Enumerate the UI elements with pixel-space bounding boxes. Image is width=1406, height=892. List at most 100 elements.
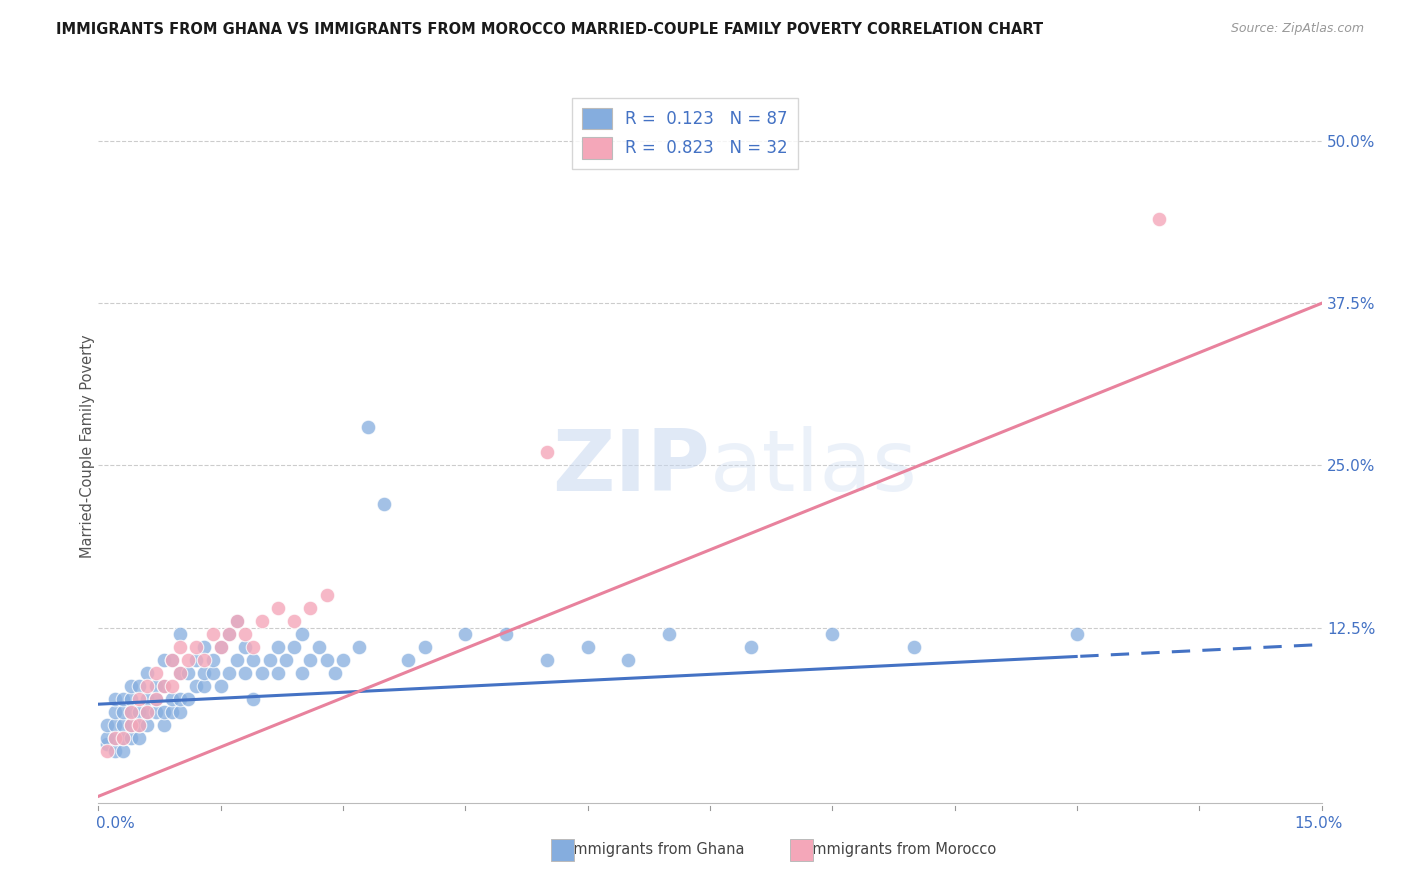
Point [152,679,174,693]
Point [104,731,127,745]
Text: Immigrants from Morocco: Immigrants from Morocco [808,842,997,856]
Point [315,653,337,667]
Point [349,640,371,654]
Point [267,640,290,654]
Point [96,738,118,752]
Point [1147,211,1170,226]
Point [120,692,142,706]
Point [128,718,150,732]
Point [177,653,200,667]
Point [145,692,167,706]
Point [250,666,273,681]
Point [128,705,150,719]
Point [209,640,232,654]
Point [96,744,118,758]
Point [193,653,215,667]
Point [160,653,183,667]
Point [136,679,159,693]
Point [209,679,232,693]
Point [152,679,174,693]
Point [111,731,134,745]
Text: Immigrants from Ghana: Immigrants from Ghana [569,842,745,856]
Point [145,679,167,693]
Point [1066,627,1088,641]
Point [218,627,240,641]
Point [373,497,395,511]
Point [218,666,240,681]
Point [299,653,322,667]
Point [250,614,273,628]
Point [136,718,159,732]
Point [177,692,200,706]
Point [160,653,183,667]
Point [413,640,436,654]
Point [145,666,167,681]
Point [201,653,224,667]
Point [104,744,127,758]
Point [136,692,159,706]
Point [495,627,517,641]
Point [152,653,174,667]
Point [111,744,134,758]
Point [242,653,264,667]
Point [226,614,249,628]
Point [120,705,142,719]
Point [242,640,264,654]
Point [136,666,159,681]
Point [658,627,681,641]
Text: atlas: atlas [710,425,918,509]
Point [536,445,558,459]
Point [617,653,640,667]
Text: IMMIGRANTS FROM GHANA VS IMMIGRANTS FROM MOROCCO MARRIED-COUPLE FAMILY POVERTY C: IMMIGRANTS FROM GHANA VS IMMIGRANTS FROM… [56,22,1043,37]
Point [903,640,925,654]
Point [169,640,191,654]
Point [315,588,337,602]
Point [233,640,256,654]
Point [226,653,249,667]
Point [169,692,191,706]
Text: Source: ZipAtlas.com: Source: ZipAtlas.com [1230,22,1364,36]
Text: 0.0%: 0.0% [96,816,135,831]
Point [111,718,134,732]
Point [128,731,150,745]
Point [201,666,224,681]
Point [128,679,150,693]
Point [96,718,118,732]
Point [136,705,159,719]
Point [186,640,208,654]
Point [120,731,142,745]
Point [145,705,167,719]
Point [233,627,256,641]
Point [283,614,305,628]
Point [291,627,314,641]
Point [267,601,290,615]
Point [283,640,305,654]
Point [120,718,142,732]
Point [233,666,256,681]
Point [186,653,208,667]
Point [152,718,174,732]
Text: 15.0%: 15.0% [1295,816,1343,831]
Point [111,731,134,745]
Point [332,653,354,667]
Point [152,705,174,719]
Point [120,705,142,719]
Point [396,653,419,667]
Point [291,666,314,681]
Point [169,705,191,719]
Point [186,679,208,693]
Point [145,692,167,706]
Legend: R =  0.123   N = 87, R =  0.823   N = 32: R = 0.123 N = 87, R = 0.823 N = 32 [572,97,797,169]
Point [454,627,477,641]
Point [576,640,599,654]
Point [136,705,159,719]
Point [193,679,215,693]
Point [111,692,134,706]
Point [160,705,183,719]
Point [242,692,264,706]
Point [96,731,118,745]
Point [169,627,191,641]
Point [160,692,183,706]
Point [209,640,232,654]
Point [536,653,558,667]
